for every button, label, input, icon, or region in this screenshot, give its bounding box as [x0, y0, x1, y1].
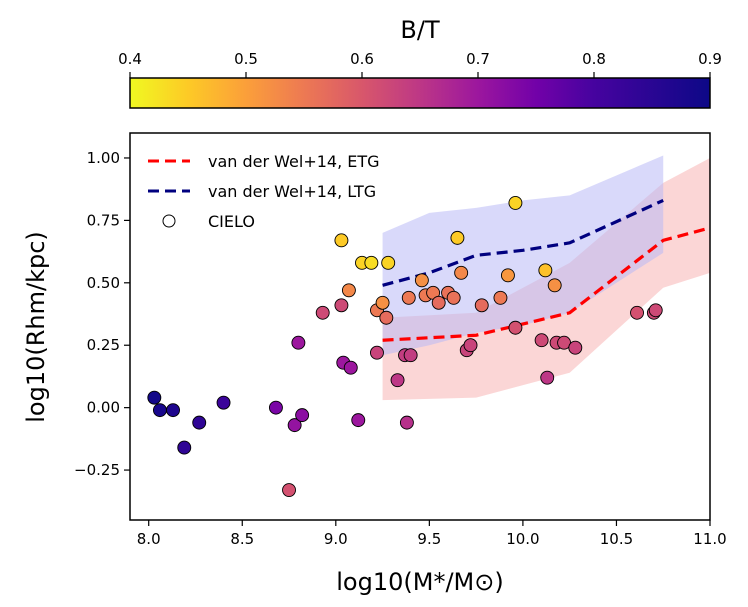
- plot-frame: [129, 132, 711, 521]
- colorbar-tick-label: 0.8: [582, 50, 606, 68]
- legend-marker-cielo: [162, 214, 176, 228]
- x-axis-label: log10(M*/M⊙): [336, 568, 503, 596]
- cielo-point: [147, 390, 162, 405]
- cielo-point: [315, 305, 330, 320]
- band-ltg: [382, 155, 664, 356]
- cielo-point: [403, 348, 418, 363]
- cielo-point: [538, 263, 553, 278]
- y-tick-label: 0.75: [87, 211, 120, 229]
- cielo-point: [364, 255, 379, 270]
- cielo-point: [192, 415, 207, 430]
- x-tick-label: 11.0: [693, 530, 726, 548]
- legend-label-ltg: van der Wel+14, LTG: [208, 182, 376, 201]
- cielo-point: [282, 483, 296, 497]
- y-tick-label: −0.25: [74, 461, 120, 479]
- cielo-point: [431, 295, 446, 310]
- cielo-point: [379, 310, 394, 325]
- cielo-point: [341, 283, 356, 298]
- cielo-point: [454, 265, 469, 280]
- x-axis-ticks: 8.0 8.5 9.0 9.5 10.0 10.5 11.0: [137, 520, 727, 548]
- legend-label-cielo: CIELO: [208, 212, 255, 231]
- plot-area: 8.0 8.5 9.0 9.5 10.0 10.5 11.0 −0.25 0.00 0.25 0.…: [74, 132, 727, 548]
- x-tick-label: 9.0: [324, 530, 348, 548]
- x-tick-label: 8.5: [230, 530, 254, 548]
- cielo-point: [568, 340, 583, 355]
- cielo-point: [474, 298, 489, 313]
- cielo-point: [630, 305, 644, 320]
- cielo-point: [500, 268, 515, 283]
- colorbar-ticks: 0.4 0.5 0.6 0.7 0.8 0.9: [118, 50, 722, 78]
- cielo-point: [399, 415, 414, 430]
- cielo-point: [287, 418, 302, 433]
- cielo-point: [351, 413, 366, 428]
- colorbar-label: B/T: [400, 16, 440, 44]
- cielo-point: [450, 230, 465, 245]
- y-tick-label: 0.00: [87, 399, 120, 417]
- y-tick-label: 0.50: [87, 274, 120, 292]
- colorbar-tick-label: 0.9: [698, 50, 722, 68]
- cielo-point: [508, 320, 523, 335]
- legend: van der Wel+14, ETG van der Wel+14, LTG …: [148, 152, 380, 231]
- cielo-point: [463, 338, 478, 353]
- legend-label-etg: van der Wel+14, ETG: [208, 152, 380, 171]
- colorbar-gradient: [129, 77, 711, 109]
- colorbar-tick-label: 0.4: [118, 50, 142, 68]
- y-tick-label: 1.00: [87, 149, 120, 167]
- x-tick-label: 8.0: [137, 530, 161, 548]
- cielo-point: [177, 440, 192, 455]
- cielo-point: [295, 408, 310, 423]
- cielo-point: [648, 303, 663, 318]
- colorbar: B/T 0.4 0.5 0.6 0.7 0.8 0.9: [118, 16, 722, 109]
- cielo-point: [534, 333, 549, 348]
- x-tick-label: 10.5: [600, 530, 633, 548]
- line-etg: [382, 226, 710, 342]
- cielo-point: [547, 278, 562, 293]
- cielo-point: [370, 345, 384, 360]
- cielo-point: [375, 295, 390, 310]
- cielo-point: [381, 255, 396, 270]
- cielo-point: [291, 335, 306, 350]
- cielo-point: [343, 360, 358, 375]
- cielo-point: [508, 195, 523, 210]
- cielo-point: [334, 233, 349, 248]
- y-axis-ticks: −0.25 0.00 0.25 0.50 0.75 1.00: [74, 149, 130, 479]
- cielo-point: [268, 400, 283, 415]
- colorbar-tick-label: 0.7: [466, 50, 490, 68]
- cielo-point: [493, 290, 508, 305]
- cielo-point: [540, 370, 555, 385]
- colorbar-tick-label: 0.5: [234, 50, 258, 68]
- colorbar-tick-label: 0.6: [350, 50, 374, 68]
- cielo-point: [166, 403, 180, 418]
- x-tick-label: 9.5: [417, 530, 441, 548]
- y-tick-label: 0.25: [87, 336, 120, 354]
- cielo-point: [216, 395, 231, 410]
- x-tick-label: 10.0: [506, 530, 539, 548]
- cielo-point: [390, 373, 405, 388]
- cielo-point: [152, 403, 167, 418]
- cielo-point: [446, 290, 461, 305]
- cielo-point: [334, 298, 349, 313]
- cielo-point: [401, 290, 416, 305]
- cielo-point: [414, 273, 429, 288]
- y-axis-label: log10(Rhm/kpc): [22, 231, 50, 423]
